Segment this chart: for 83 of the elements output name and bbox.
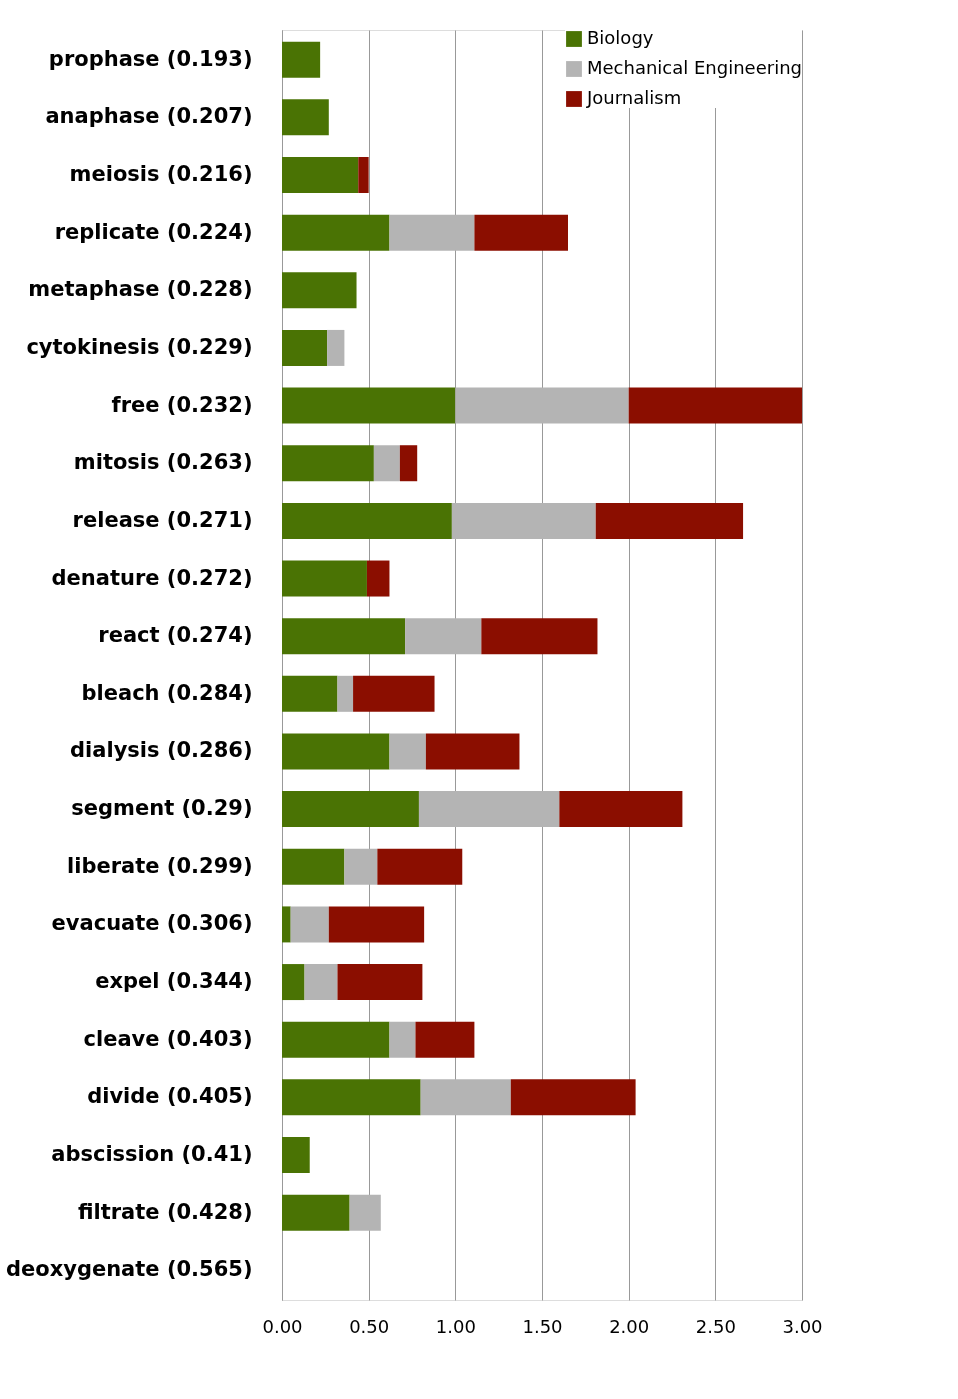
bar [282,41,321,78]
bar [353,675,435,712]
y-tick-label: segment (0.29) [71,796,253,821]
x-tick-label: 2.50 [695,1315,736,1337]
y-tick-label: denature (0.272) [51,565,253,590]
y-tick-label: release (0.271) [72,507,253,532]
y-tick-label: deoxygenate (0.565) [5,1257,253,1282]
bar [282,272,357,309]
bar [420,1079,511,1116]
bar [282,560,367,597]
y-tick-label: meiosis (0.216) [69,161,253,186]
y-tick-label: expel (0.344) [95,969,253,994]
bar [418,791,560,828]
bar [290,906,329,943]
bar [282,906,291,943]
bar [366,560,390,597]
y-tick-label: dialysis (0.286) [70,738,253,763]
bar [282,675,338,712]
bar [474,214,568,251]
bar [425,733,520,770]
x-tick-label: 0.00 [262,1315,303,1337]
y-tick-label: cleave (0.403) [83,1026,253,1051]
y-tick-label: evacuate (0.306) [51,911,253,936]
x-tick-label: 0.50 [349,1315,390,1337]
y-tick-label: liberate (0.299) [67,853,253,878]
y-tick-label: prophase (0.193) [48,46,253,71]
bar [282,1079,421,1116]
y-tick-label: mitosis (0.263) [73,450,253,475]
bar [344,848,378,885]
bar [373,445,400,482]
legend-label: Journalism [586,87,682,108]
y-tick-label: filtrate (0.428) [77,1199,253,1224]
bar [399,445,418,482]
y-tick-label: abscission (0.41) [51,1142,253,1167]
bar [282,848,345,885]
bar [282,1137,310,1174]
bar [282,733,390,770]
bar [282,791,419,828]
bar [327,329,345,366]
legend-label: Mechanical Engineering [587,57,802,78]
x-tick-label: 3.00 [782,1315,823,1337]
y-tick-label: bleach (0.284) [81,680,253,705]
bar [559,791,683,828]
bar [282,214,390,251]
bar [389,214,475,251]
bar [389,1021,416,1058]
bar [282,99,329,136]
bar [304,964,338,1001]
bar [415,1021,475,1058]
bar [481,618,598,655]
bar [595,502,744,539]
bar [282,502,452,539]
bar [282,964,305,1001]
bar [628,387,802,424]
bar [358,156,369,193]
bar [282,1021,390,1058]
y-tick-label: divide (0.405) [87,1084,253,1109]
bar [282,156,359,193]
bar [451,502,596,539]
bar [282,387,456,424]
bar [282,618,406,655]
legend-label: Biology [587,27,654,48]
bar [282,445,374,482]
bar [455,387,629,424]
bar [337,964,423,1001]
x-tick-label: 1.50 [522,1315,563,1337]
bar [337,675,354,712]
x-tick-label: 2.00 [609,1315,650,1337]
y-tick-label: anaphase (0.207) [45,104,253,129]
bar [377,848,463,885]
bar [510,1079,636,1116]
y-tick-label: react (0.274) [98,623,253,648]
bar [349,1194,381,1231]
y-tick-label: metaphase (0.228) [28,277,253,302]
y-tick-label: free (0.232) [111,392,253,417]
bar [389,733,426,770]
x-tick-label: 1.00 [435,1315,476,1337]
bar [282,329,328,366]
bar [328,906,425,943]
y-tick-label: replicate (0.224) [54,219,253,244]
bar [282,1194,350,1231]
bar [405,618,482,655]
y-tick-label: cytokinesis (0.229) [26,334,253,359]
